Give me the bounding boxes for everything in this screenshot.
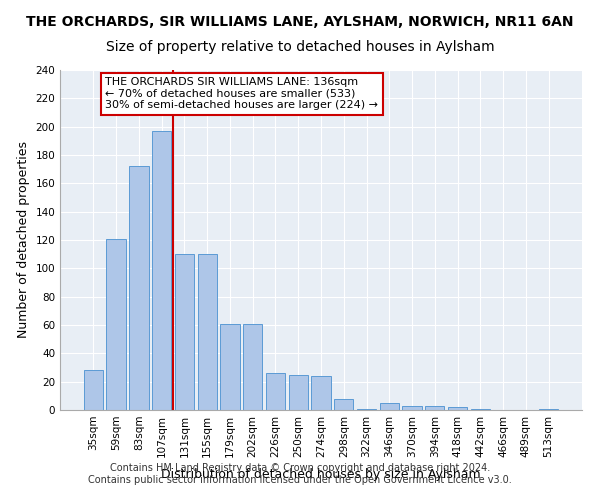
Bar bbox=[425, 406, 445, 410]
Bar bbox=[334, 398, 353, 410]
Bar bbox=[129, 166, 149, 410]
Text: Size of property relative to detached houses in Aylsham: Size of property relative to detached ho… bbox=[106, 40, 494, 54]
Bar bbox=[152, 131, 172, 410]
Bar bbox=[197, 254, 217, 410]
X-axis label: Distribution of detached houses by size in Aylsham: Distribution of detached houses by size … bbox=[161, 468, 481, 481]
Bar bbox=[175, 254, 194, 410]
Bar bbox=[84, 370, 103, 410]
Bar bbox=[266, 373, 285, 410]
Text: THE ORCHARDS SIR WILLIAMS LANE: 136sqm
← 70% of detached houses are smaller (533: THE ORCHARDS SIR WILLIAMS LANE: 136sqm ←… bbox=[105, 77, 378, 110]
Y-axis label: Number of detached properties: Number of detached properties bbox=[17, 142, 30, 338]
Bar bbox=[448, 407, 467, 410]
Bar bbox=[357, 408, 376, 410]
Bar bbox=[311, 376, 331, 410]
Bar bbox=[106, 238, 126, 410]
Bar bbox=[243, 324, 262, 410]
Bar bbox=[380, 403, 399, 410]
Bar bbox=[403, 406, 422, 410]
Bar bbox=[470, 408, 490, 410]
Bar bbox=[539, 408, 558, 410]
Text: Contains HM Land Registry data © Crown copyright and database right 2024.
Contai: Contains HM Land Registry data © Crown c… bbox=[88, 464, 512, 485]
Text: THE ORCHARDS, SIR WILLIAMS LANE, AYLSHAM, NORWICH, NR11 6AN: THE ORCHARDS, SIR WILLIAMS LANE, AYLSHAM… bbox=[26, 15, 574, 29]
Bar bbox=[220, 324, 239, 410]
Bar bbox=[289, 374, 308, 410]
